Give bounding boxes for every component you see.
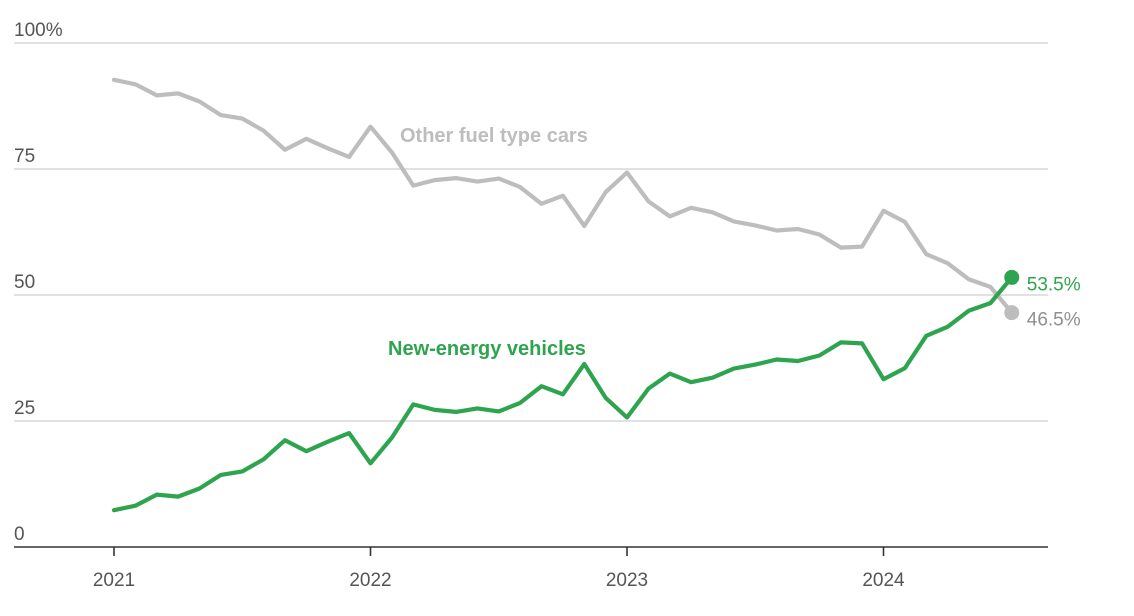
end-point-new-energy: [1004, 269, 1020, 285]
gridlines: [14, 42, 1048, 548]
x-tick-label-2021: 2021: [93, 570, 135, 591]
series-label-other-fuel: Other fuel type cars: [400, 125, 588, 147]
series-line-new-energy: [111, 275, 1014, 513]
end-label-new-energy: 53.5%: [1027, 274, 1081, 295]
y-tick-label-75: 75: [14, 146, 35, 167]
y-axis-ticks: 100% 75 50 25 0: [14, 20, 63, 545]
x-axis-ticks: 2021 2022 2023 2024: [93, 547, 905, 591]
y-tick-label-25: 25: [14, 398, 35, 419]
x-tick-label-2022: 2022: [349, 570, 391, 591]
series-lines: [111, 77, 1020, 513]
end-point-other-fuel: [1004, 305, 1020, 321]
y-tick-label-100: 100%: [14, 20, 63, 41]
end-point-labels: 46.5% 53.5%: [1027, 274, 1081, 330]
y-tick-label-0: 0: [14, 524, 25, 545]
y-tick-label-50: 50: [14, 272, 35, 293]
series-labels: Other fuel type cars New-energy vehicles: [388, 125, 588, 360]
end-label-other-fuel: 46.5%: [1027, 310, 1081, 331]
x-tick-label-2024: 2024: [862, 570, 905, 591]
series-label-new-energy: New-energy vehicles: [388, 338, 586, 360]
x-tick-label-2023: 2023: [606, 570, 648, 591]
series-line-other-fuel: [111, 77, 1014, 315]
